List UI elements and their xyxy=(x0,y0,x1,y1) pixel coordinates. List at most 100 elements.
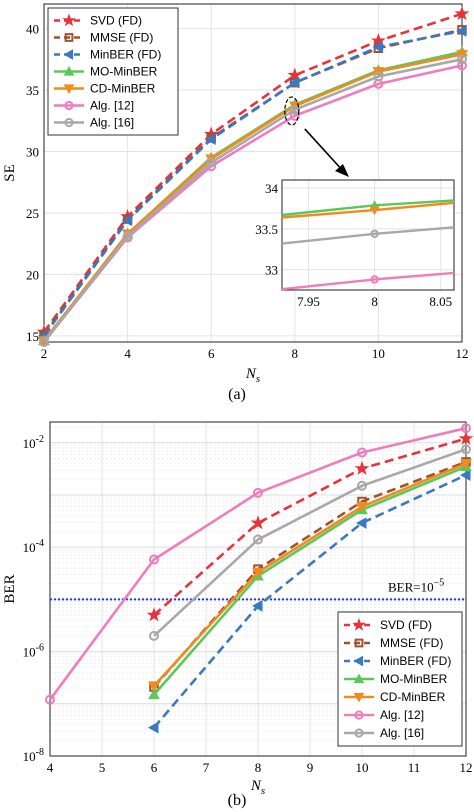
data-point-alg12 xyxy=(289,110,300,121)
y-axis-label: SE xyxy=(2,164,18,182)
data-point-svd xyxy=(250,515,266,530)
data-point-alg16 xyxy=(149,630,159,641)
data-point-alg16 xyxy=(206,157,217,168)
x-tick-label: 6 xyxy=(208,346,215,361)
x-tick-label: 6 xyxy=(151,760,158,775)
caption-b: (b) xyxy=(227,792,247,809)
series-cdminber xyxy=(148,459,472,692)
series-line-cdminber xyxy=(153,462,467,687)
zoom-arrow-head xyxy=(335,164,349,177)
data-point-cdminber xyxy=(252,567,264,579)
inset-point-cdminber xyxy=(369,206,380,216)
legend-marker-svd xyxy=(62,13,76,27)
data-point-svd xyxy=(354,460,370,475)
y-tick-label: 40 xyxy=(26,22,39,37)
legend-label-alg16: Alg. [16] xyxy=(380,726,424,740)
zoom-ellipse xyxy=(284,96,300,126)
zoom-arrow-shaft xyxy=(304,128,345,173)
y-axis-label: BER xyxy=(2,574,18,603)
inset-y-tick-label: 33.5 xyxy=(255,222,278,237)
legend-label-cdminber: CD-MinBER xyxy=(90,82,156,96)
inset-point-alg12 xyxy=(370,275,379,284)
series-svd xyxy=(146,430,474,622)
y-tick-label: 15 xyxy=(26,329,39,344)
x-tick-label: 12 xyxy=(460,760,473,775)
data-point-minber xyxy=(147,721,159,734)
y-tick-label: 20 xyxy=(26,267,39,282)
legend-marker-mmse xyxy=(354,638,364,648)
data-point-svd xyxy=(458,430,474,445)
x-tick-label: 5 xyxy=(99,760,106,775)
data-point-cdminber xyxy=(148,681,160,692)
legend-marker-alg16 xyxy=(354,728,364,738)
legend-label-mominber: MO-MinBER xyxy=(380,672,448,686)
legend-label-minber: MinBER (FD) xyxy=(90,48,161,62)
series-line-svd xyxy=(42,12,463,333)
x-tick-label: 9 xyxy=(307,760,314,775)
legend-marker-alg12 xyxy=(64,100,74,111)
x-tick-label: 8 xyxy=(292,346,299,361)
se-chart: 2 4 6 8 10 12 15 20 25 30 35 40 Ns SE 7.95 8 8.05 33 33.5 3… xyxy=(2,3,470,385)
data-point-alg16 xyxy=(357,480,367,491)
legend-marker-minber xyxy=(353,655,364,667)
data-point-alg16 xyxy=(461,444,471,455)
inset-border xyxy=(281,179,455,291)
data-point-alg16 xyxy=(373,71,384,82)
data-point-alg12 xyxy=(457,60,467,71)
legend: SVD (FD) MMSE (FD) MinBER (FD) MO-MinBER CD-… xyxy=(47,7,179,136)
x-tick-label: 8 xyxy=(255,760,262,775)
inset-line-alg12 xyxy=(281,271,455,291)
data-point-minber xyxy=(251,600,263,612)
inset-x-tick-label: 7.95 xyxy=(297,294,320,309)
data-point-minber xyxy=(355,517,367,529)
legend-label-mmse: MMSE (FD) xyxy=(90,31,153,45)
inset-y-tick-label: 34 xyxy=(265,181,279,196)
series-line-alg12 xyxy=(48,426,467,701)
data-point-svd xyxy=(146,607,162,622)
data-point-alg16 xyxy=(122,231,133,242)
inset-x-tick-label: 8.05 xyxy=(429,294,452,309)
data-point-minber xyxy=(121,214,133,227)
legend-marker-cdminber xyxy=(63,84,75,95)
data-point-alg12 xyxy=(357,447,367,458)
data-point-minber xyxy=(459,469,471,481)
data-point-alg12 xyxy=(45,694,55,705)
legend-marker-mominber xyxy=(353,673,365,684)
series-line-cdminber xyxy=(42,53,463,342)
legend-label-svd: SVD (FD) xyxy=(90,14,142,28)
inset: 7.95 8 8.05 33 33.5 34 xyxy=(255,179,455,309)
series-line-svd xyxy=(153,437,467,617)
ber-chart: 4 5 6 7 8 9 10 11 12 10-8 10-6 10-4 10-2 Ns BER BER=10−… xyxy=(2,421,474,797)
series-line-minber xyxy=(153,473,467,729)
ber-threshold-label: BER=10−5 xyxy=(388,577,444,594)
data-point-alg12 xyxy=(149,554,159,565)
legend-marker-alg12 xyxy=(354,710,364,720)
data-point-svd xyxy=(454,6,470,21)
legend-marker-cdminber xyxy=(353,692,365,703)
x-tick-label: 10 xyxy=(356,760,369,775)
data-point-svd xyxy=(287,67,303,82)
legend: SVD (FD) MMSE (FD) MinBER (FD) MO-MinBER CD-… xyxy=(337,611,463,747)
data-point-minber xyxy=(288,76,300,89)
plot-frame xyxy=(49,421,467,757)
caption-a: (a) xyxy=(228,386,246,403)
series-alg16 xyxy=(39,54,467,347)
data-point-alg12 xyxy=(461,423,471,434)
data-point-cdminber xyxy=(356,502,368,513)
x-axis-label: Ns xyxy=(245,366,260,385)
series-line-alg16 xyxy=(42,58,463,343)
series-alg12 xyxy=(45,423,471,705)
legend-label-cdminber: CD-MinBER xyxy=(380,690,446,704)
x-tick-label: 11 xyxy=(408,760,421,775)
x-axis-label: Ns xyxy=(250,778,265,797)
data-point-minber xyxy=(455,25,467,37)
data-point-alg16 xyxy=(457,54,467,65)
y-tick-label: 35 xyxy=(26,83,39,98)
legend-marker-svd xyxy=(352,617,366,631)
y-tick-label: 30 xyxy=(26,144,39,159)
legend-marker-mmse xyxy=(64,33,74,42)
data-point-cdminber xyxy=(460,459,472,470)
legend-marker-mominber xyxy=(63,65,75,76)
x-tick-label: 2 xyxy=(41,346,48,361)
